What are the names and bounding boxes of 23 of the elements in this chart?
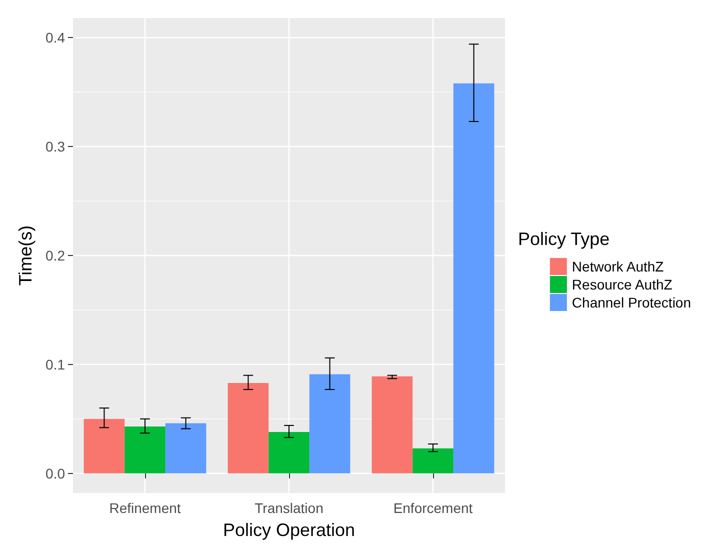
x-tick-label: Enforcement [393, 500, 473, 516]
x-tick-label: Refinement [109, 500, 181, 516]
y-tick-label: 0.2 [46, 248, 66, 264]
legend-label: Channel Protection [572, 294, 692, 310]
x-axis-title: Policy Operation [222, 520, 356, 540]
legend-title: Policy Type [518, 229, 610, 249]
legend-label: Network AuthZ [572, 258, 664, 274]
y-tick-label: 0.0 [46, 465, 66, 482]
y-tick-label: 0.3 [46, 138, 66, 155]
bar [165, 423, 206, 474]
bar [309, 374, 350, 474]
bar [268, 432, 310, 474]
y-tick-label: 0.1 [46, 356, 66, 372]
y-axis-title: Time(s) [16, 225, 36, 286]
bar [412, 448, 454, 474]
bar [84, 418, 125, 474]
bar [372, 376, 413, 474]
bar [453, 83, 494, 474]
y-tick-label: 0.4 [46, 30, 66, 46]
bar [124, 426, 166, 474]
legend-label: Resource AuthZ [572, 276, 673, 292]
x-tick-label: Translation [254, 500, 324, 516]
bar [228, 382, 269, 474]
